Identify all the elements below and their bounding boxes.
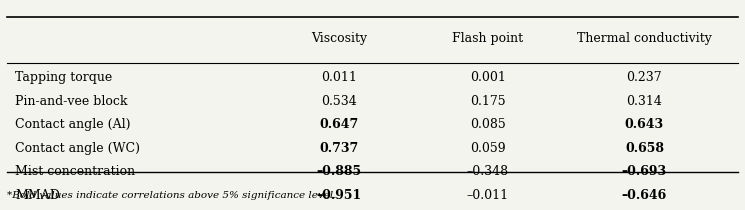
Text: Contact angle (WC): Contact angle (WC) [15, 142, 140, 155]
Text: 0.085: 0.085 [470, 118, 506, 131]
Text: –0.885: –0.885 [317, 165, 361, 178]
Text: Tapping torque: Tapping torque [15, 71, 112, 84]
Text: Pin-and-vee block: Pin-and-vee block [15, 94, 127, 108]
Text: 0.647: 0.647 [320, 118, 358, 131]
Text: Mist concentration: Mist concentration [15, 165, 135, 178]
Text: Thermal conductivity: Thermal conductivity [577, 32, 712, 45]
Text: 0.059: 0.059 [470, 142, 506, 155]
Text: 0.175: 0.175 [470, 94, 506, 108]
Text: –0.951: –0.951 [317, 189, 361, 202]
Text: MMAD: MMAD [15, 189, 60, 202]
Text: 0.534: 0.534 [321, 94, 357, 108]
Text: 0.011: 0.011 [321, 71, 357, 84]
Text: –0.646: –0.646 [622, 189, 667, 202]
Text: Viscosity: Viscosity [311, 32, 367, 45]
Text: 0.658: 0.658 [625, 142, 664, 155]
Text: –0.011: –0.011 [467, 189, 509, 202]
Text: 0.001: 0.001 [470, 71, 506, 84]
Text: 0.314: 0.314 [627, 94, 662, 108]
Text: 0.643: 0.643 [625, 118, 664, 131]
Text: 0.237: 0.237 [627, 71, 662, 84]
Text: –0.693: –0.693 [622, 165, 667, 178]
Text: 0.737: 0.737 [320, 142, 358, 155]
Text: –0.348: –0.348 [467, 165, 509, 178]
Text: *Bold values indicate correlations above 5% significance level.: *Bold values indicate correlations above… [7, 191, 337, 200]
Text: Flash point: Flash point [452, 32, 524, 45]
Text: Contact angle (Al): Contact angle (Al) [15, 118, 130, 131]
